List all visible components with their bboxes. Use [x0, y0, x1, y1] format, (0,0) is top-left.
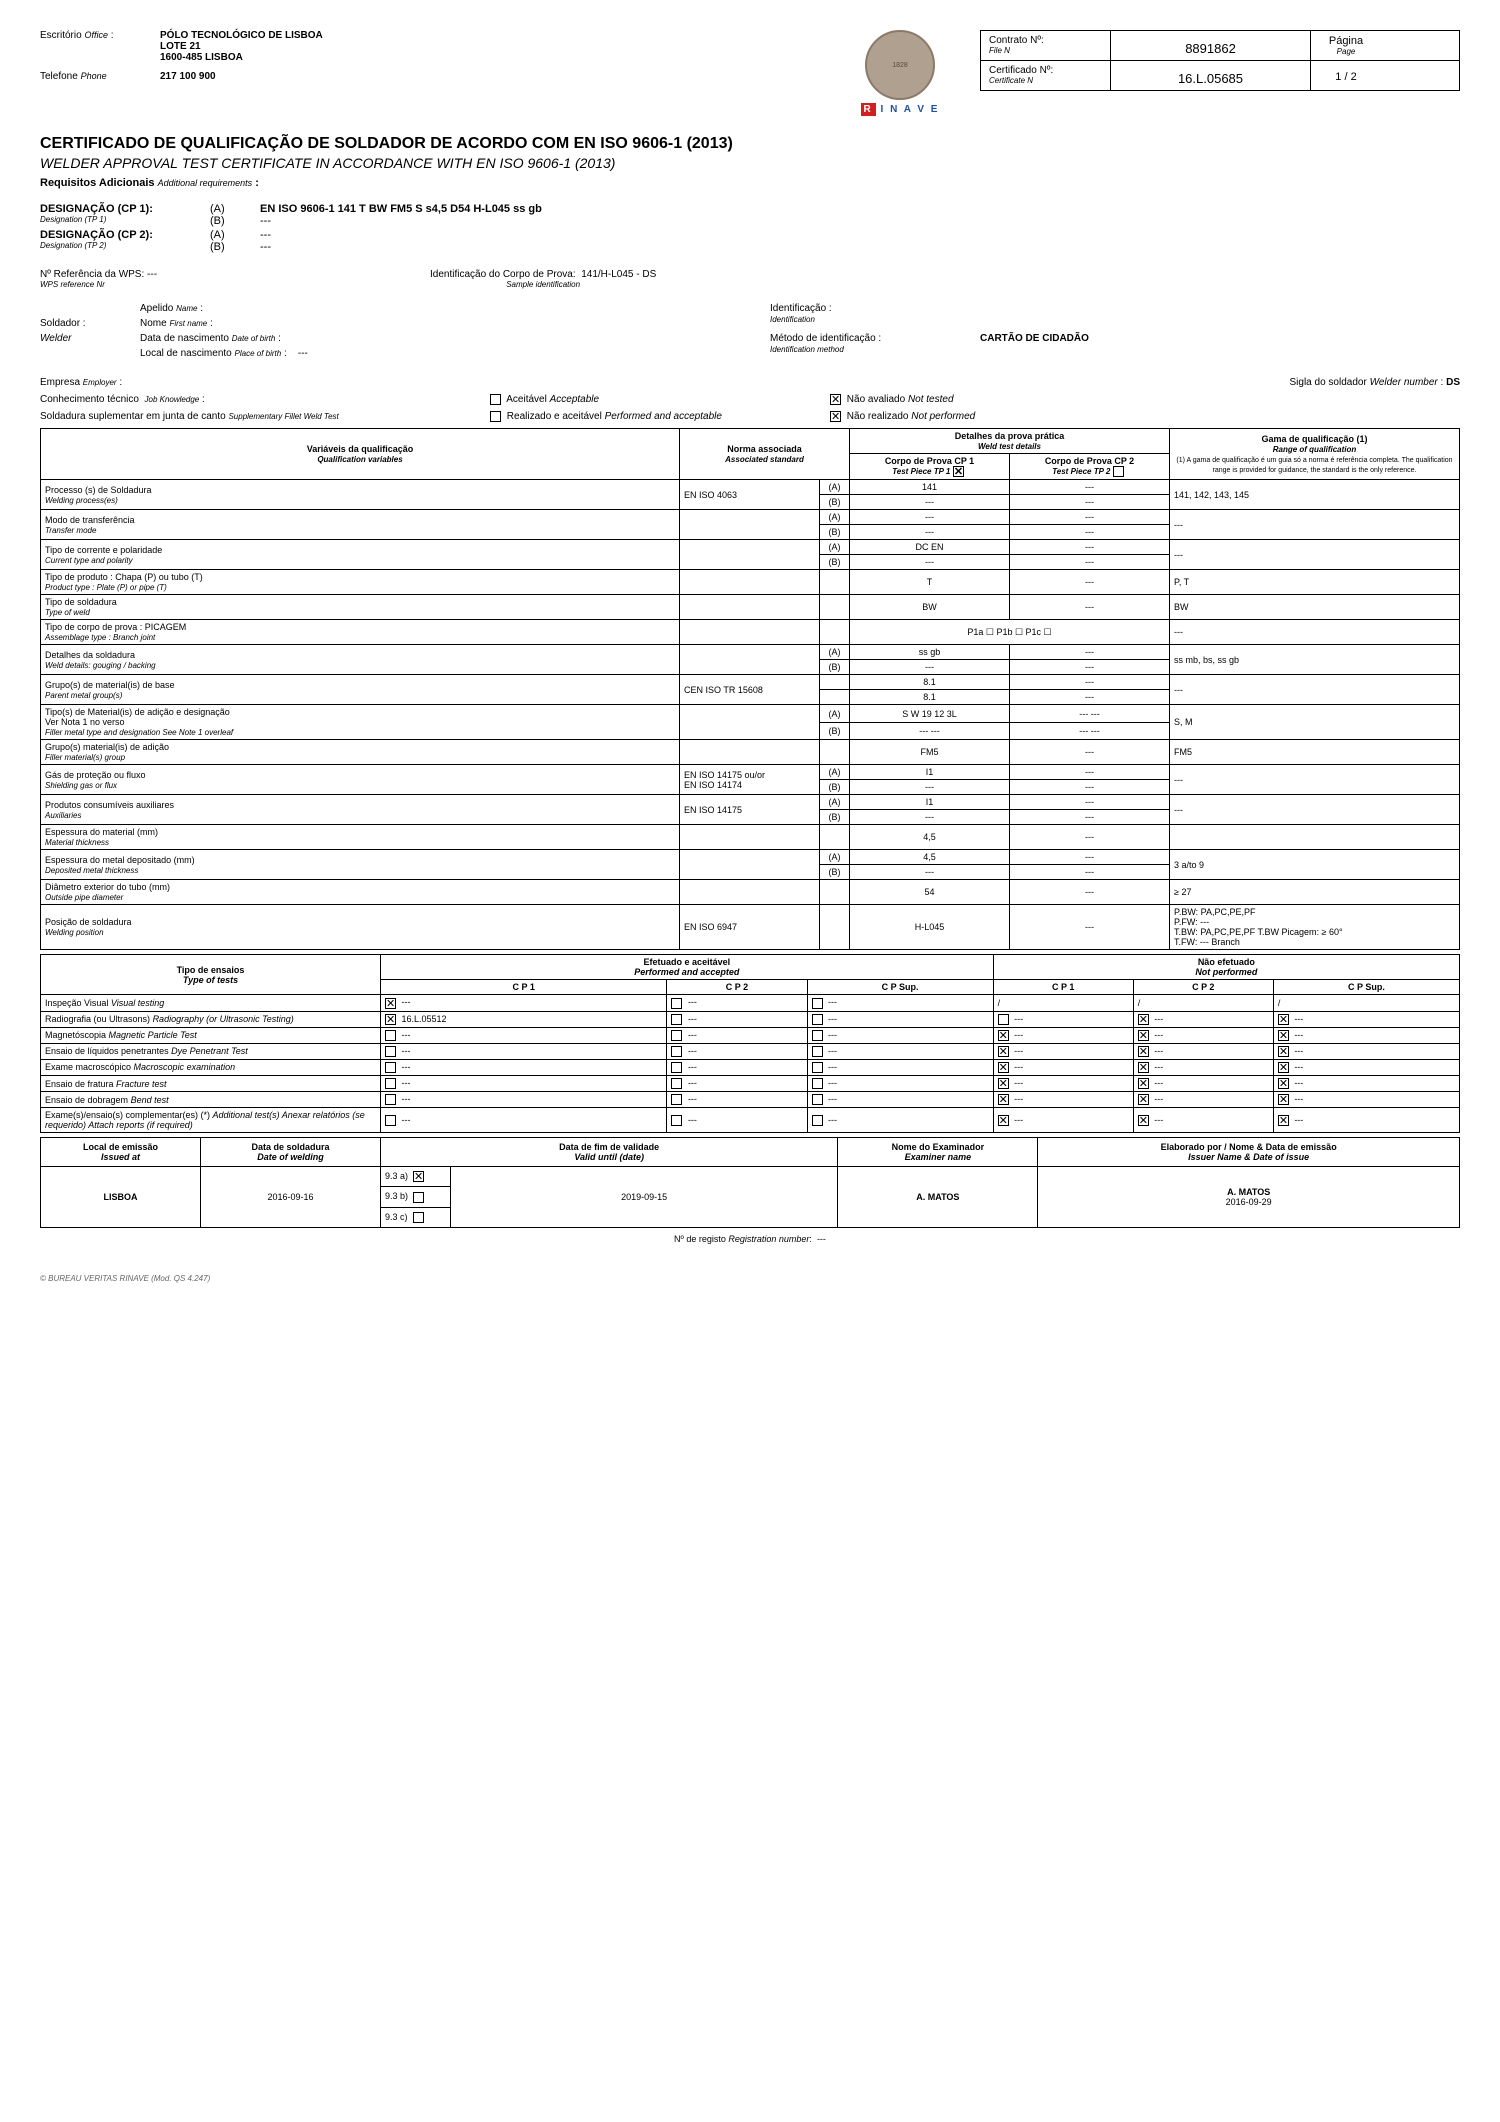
footer-table: Local de emissãoIssued at Data de soldad… [40, 1137, 1460, 1227]
qualification-table: Variáveis da qualificaçãoQualification v… [40, 428, 1460, 950]
cp1-label-en: Designation (TP 1) [40, 215, 190, 224]
page-label-en: Page [1319, 47, 1373, 56]
phone-label-en: Phone [81, 71, 107, 81]
opt-93a: 9.3 a) [381, 1167, 451, 1187]
office-label: Escritório [40, 30, 82, 41]
performed-checkbox[interactable] [490, 411, 501, 422]
weld-date: 2016-09-16 [201, 1167, 381, 1227]
tp1-checkbox[interactable] [953, 466, 964, 477]
examiner-name: A. MATOS [838, 1167, 1038, 1227]
issue-place: LISBOA [41, 1167, 201, 1227]
info-box: Contrato Nº:File N 8891862 PáginaPage Ce… [980, 30, 1460, 91]
not-tested-checkbox[interactable] [830, 394, 841, 405]
issuer-cell: A. MATOS2016-09-29 [1038, 1167, 1460, 1227]
cp1-b: --- [260, 215, 542, 227]
id-method-value: CARTÃO DE CIDADÃO [980, 333, 1089, 355]
contract-value: 8891862 [1111, 31, 1311, 60]
title-sub: WELDER APPROVAL TEST CERTIFICATE IN ACCO… [40, 155, 1460, 171]
bv-logo-icon: 1828 [865, 30, 935, 100]
office-label-en: Office [84, 30, 108, 40]
phone-label: Telefone [40, 71, 78, 82]
req-label: Requisitos Adicionais [40, 177, 155, 189]
wps-val: --- [147, 269, 157, 280]
sample-label-en: Sample identification [430, 280, 656, 289]
sample-label: Identificação do Corpo de Prova: [430, 269, 576, 280]
cp1-a: EN ISO 9606-1 141 T BW FM5 S s4,5 D54 H-… [260, 203, 542, 215]
opt-93b: 9.3 b) [381, 1187, 451, 1207]
sample-val: 141/H-L045 - DS [581, 269, 656, 280]
valid-date: 2019-09-15 [451, 1167, 838, 1227]
title-main: CERTIFICADO DE QUALIFICAÇÃO DE SOLDADOR … [40, 135, 1460, 153]
contract-label-en: File N [989, 46, 1102, 55]
phone-value: 217 100 900 [160, 71, 216, 82]
page-label: Página [1329, 35, 1363, 47]
page-value: 1 / 2 [1311, 61, 1381, 90]
cert-label: Certificado Nº: [989, 65, 1053, 76]
cp2-label-en: Designation (TP 2) [40, 241, 190, 250]
contract-label: Contrato Nº: [989, 35, 1044, 46]
opt-93c: 9.3 c) [381, 1207, 451, 1227]
cp1-label: DESIGNAÇÃO (CP 1): [40, 203, 153, 215]
office-value: PÓLO TECNOLÓGICO DE LISBOA LOTE 21 1600-… [160, 30, 323, 63]
office-block: Escritório Office : PÓLO TECNOLÓGICO DE … [40, 30, 820, 86]
wps-label: Nº Referência da WPS: [40, 269, 144, 280]
cp2-a: --- [260, 229, 271, 241]
acceptable-checkbox[interactable] [490, 394, 501, 405]
wps-label-en: WPS reference Nr [40, 280, 390, 289]
logo-block: 1828 R I N A V E [840, 30, 960, 115]
welder-number: DS [1446, 377, 1460, 388]
not-performed-checkbox[interactable] [830, 411, 841, 422]
tp2-checkbox[interactable] [1113, 466, 1124, 477]
welder-section: Soldador : [40, 318, 86, 329]
cp2-b: --- [260, 241, 271, 253]
req-label-en: Additional requirements [158, 178, 253, 188]
brand-rinave: R I N A V E [840, 104, 960, 115]
copyright: © BUREAU VERITAS RINAVE (Mod. QS 4.247) [40, 1274, 1460, 1283]
cert-value: 16.L.05685 [1111, 61, 1311, 90]
cp2-label: DESIGNAÇÃO (CP 2): [40, 229, 153, 241]
tests-table: Tipo de ensaiosType of tests Efetuado e … [40, 954, 1460, 1133]
registration-line: Nº de registo Registration number: --- [40, 1234, 1460, 1244]
cert-label-en: Certificate N [989, 76, 1102, 85]
